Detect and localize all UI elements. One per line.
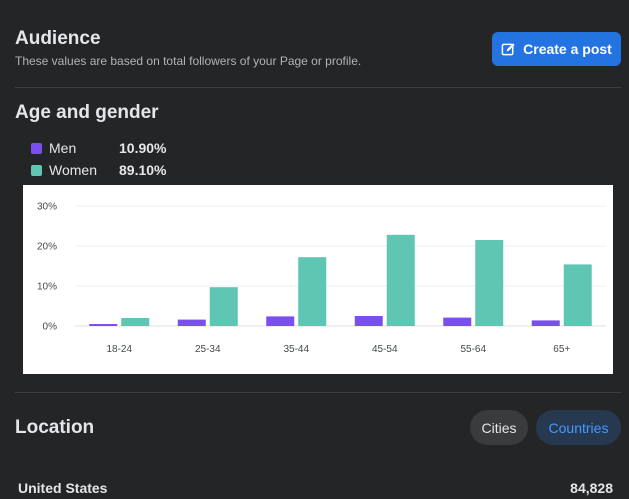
chart-svg: 0% 10% 20% 30% 18-24 25-34 35-44 45-54 55-64 65+ [37,202,606,355]
location-title: Location [15,417,95,438]
bar-women [386,234,415,326]
legend-women: Women 89.10% [31,161,166,179]
y-tick-label: 20% [37,242,57,253]
y-tick-label: 0% [43,322,58,333]
tab-cities[interactable]: Cities [470,410,528,445]
y-tick-label: 10% [37,282,57,293]
create-post-label: Create a post [523,41,612,57]
bar-women [298,257,327,326]
create-post-button[interactable]: Create a post [492,32,621,66]
x-tick-label: 55-64 [460,344,486,355]
location-row-name: United States [18,480,108,496]
legend-men-label: Men [49,140,77,156]
legend-women-label: Women [49,162,97,178]
bar-men [89,324,118,326]
legend-men-value: 10.90% [119,140,167,156]
legend-men: Men 10.90% [31,139,166,157]
x-tick-label: 65+ [553,344,570,355]
location-row-count: 84,828 [570,480,613,496]
x-tick-label: 18-24 [106,344,132,355]
bar-men [266,316,295,326]
x-tick-label: 25-34 [195,344,221,355]
age-gender-title: Age and gender [15,102,159,123]
legend-women-value: 89.10% [119,162,167,178]
y-tick-label: 30% [37,202,57,213]
tab-countries[interactable]: Countries [536,410,621,445]
bar-men [177,319,206,326]
legend-men-swatch [31,142,42,154]
bar-women [121,318,150,326]
bar-men [443,317,472,326]
age-gender-chart: 0% 10% 20% 30% 18-24 25-34 35-44 45-54 55-64 65+ [23,185,613,374]
legend-women-swatch [31,164,42,176]
x-tick-label: 35-44 [283,344,309,355]
bar-women [475,240,504,326]
bar-women [209,287,238,326]
page-title: Audience [15,28,101,49]
x-tick-label: 45-54 [372,344,398,355]
bar-men [531,320,560,326]
divider [15,87,621,88]
divider [15,392,621,393]
page-subtitle: These values are based on total follower… [15,54,362,68]
bar-women [563,264,592,326]
edit-icon [501,42,515,55]
bar-men [354,316,383,326]
